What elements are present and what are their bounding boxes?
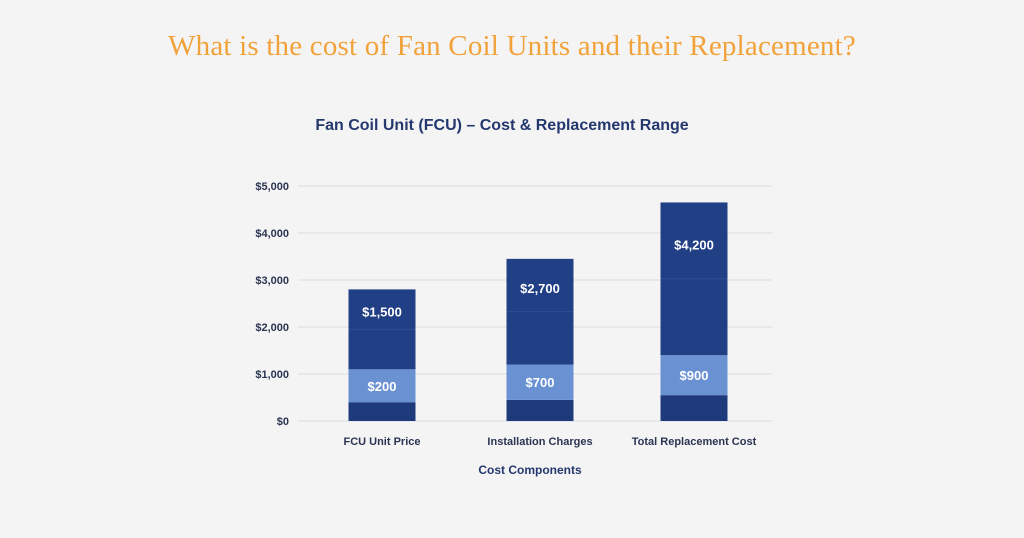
y-tick-label: $4,000 bbox=[255, 228, 289, 240]
data-label-lower: $200 bbox=[368, 379, 397, 394]
bar-layer bbox=[348, 202, 728, 421]
data-label-layer: $200 $1,500 $700 $2,700 $900 $4,200 bbox=[362, 237, 714, 393]
y-tick-label: $0 bbox=[277, 416, 289, 428]
page-headline: What is the cost of Fan Coil Units and t… bbox=[168, 30, 856, 62]
bar-lower-range-segment bbox=[506, 364, 574, 400]
data-label-lower: $700 bbox=[526, 375, 555, 390]
category-label: FCU Unit Price bbox=[343, 436, 420, 448]
chart-title: Fan Coil Unit (FCU) – Cost & Replacement… bbox=[315, 117, 688, 134]
y-axis: $0 $1,000 $2,000 $3,000 $4,000 $5,000 bbox=[255, 181, 289, 428]
data-label-upper: $1,500 bbox=[362, 304, 402, 319]
y-tick-label: $3,000 bbox=[255, 275, 289, 287]
data-label-upper: $4,200 bbox=[674, 237, 714, 252]
y-tick-label: $2,000 bbox=[255, 322, 289, 334]
bar-base-segment bbox=[506, 399, 574, 421]
category-label: Total Replacement Cost bbox=[632, 436, 757, 448]
x-axis-title: Cost Components bbox=[478, 463, 582, 477]
data-label-upper: $2,700 bbox=[520, 281, 560, 296]
bar-base-segment bbox=[660, 395, 728, 421]
bar-lower-range-segment bbox=[348, 369, 416, 403]
x-axis: FCU Unit Price Installation Charges Total … bbox=[343, 436, 756, 448]
data-label-lower: $900 bbox=[680, 368, 709, 383]
bar-base-segment bbox=[348, 402, 416, 421]
bar-lower-range-segment bbox=[660, 355, 728, 396]
category-label: Installation Charges bbox=[487, 436, 592, 448]
y-tick-label: $5,000 bbox=[255, 181, 289, 193]
y-tick-label: $1,000 bbox=[255, 369, 289, 381]
